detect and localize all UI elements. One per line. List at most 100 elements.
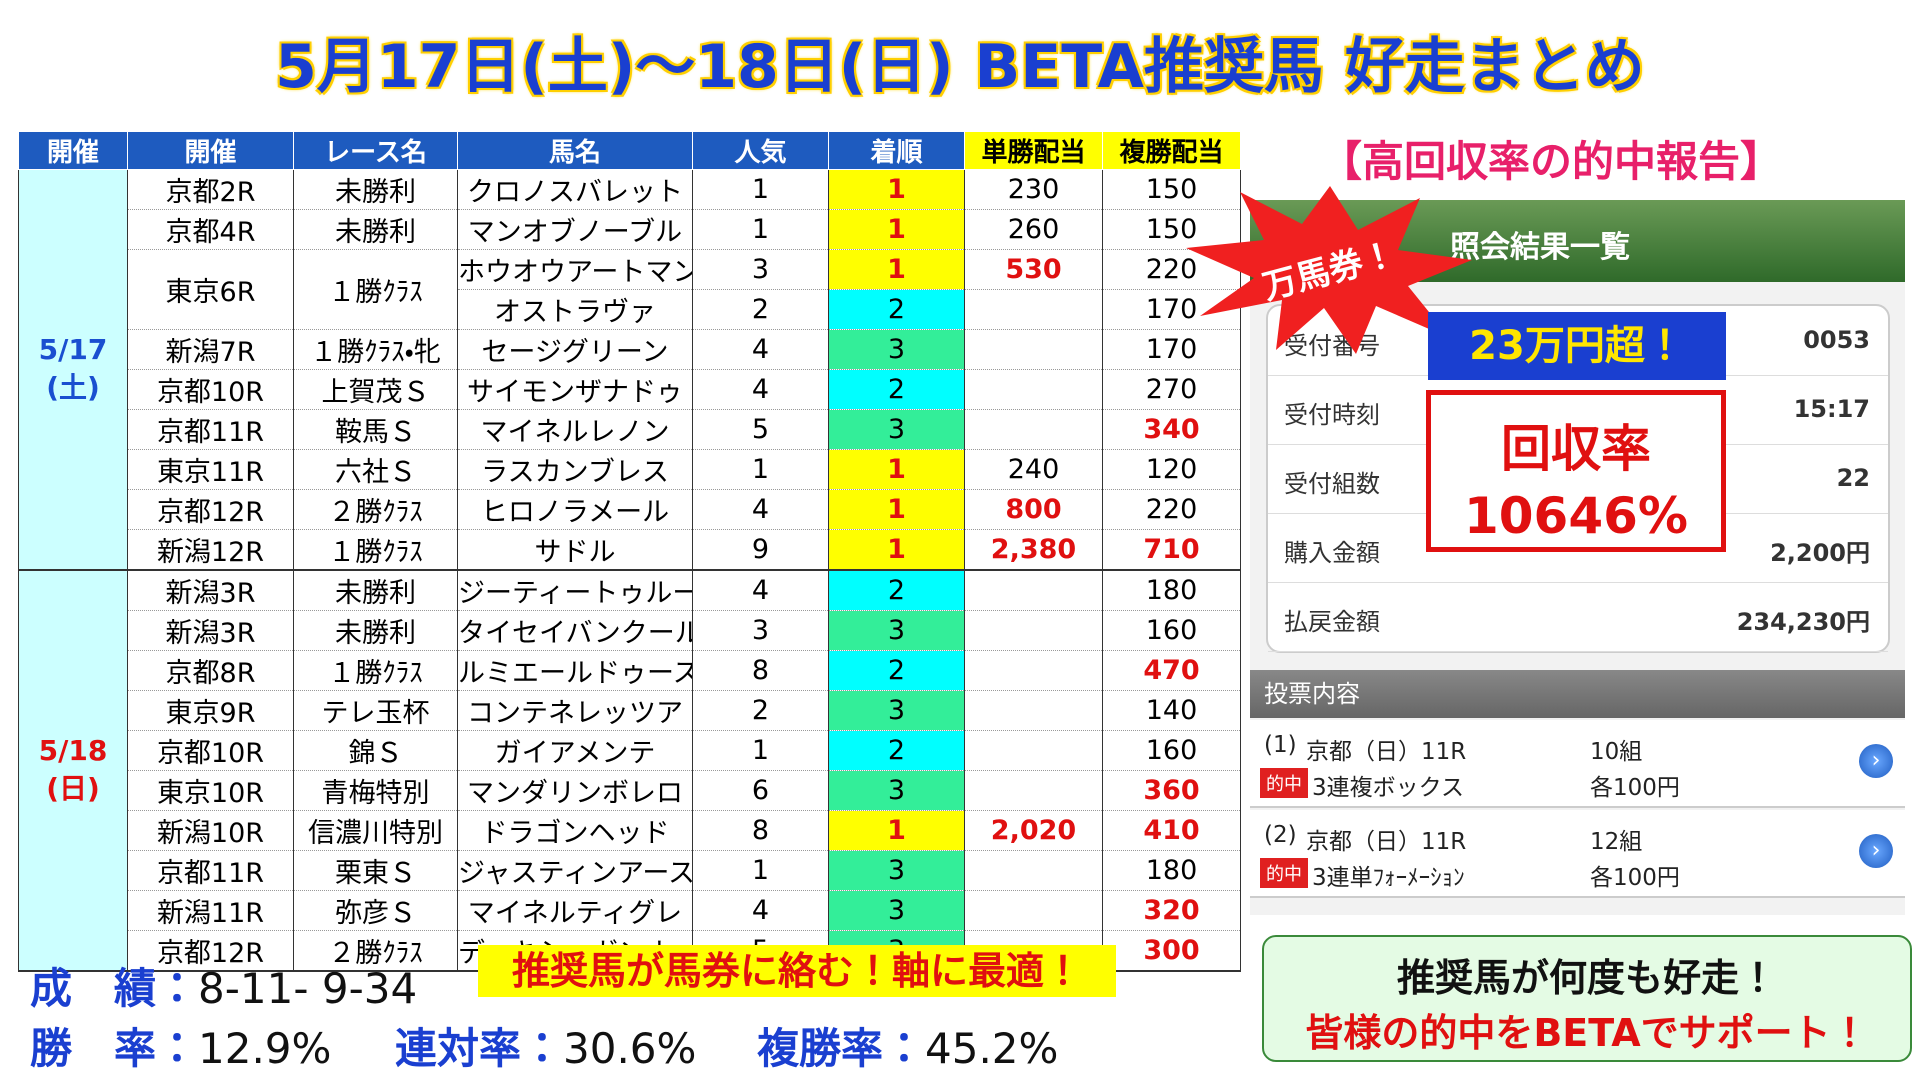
popularity-cell: 1 [692,850,829,891]
popularity-cell: 3 [692,249,829,290]
popularity-cell: 5 [692,409,829,450]
rank-cell: 1 [828,489,965,530]
rank-cell: 1 [828,169,965,210]
popularity-cell: 3 [692,610,829,651]
field-key: 受付組数 [1284,470,1380,498]
popularity-cell: 1 [692,209,829,250]
date: 5/18 [38,734,108,767]
race-name-cell: １勝ｸﾗｽ [293,249,458,330]
rank-cell: 1 [828,249,965,290]
bet-race: 京都（日）11R [1306,739,1467,765]
field-row: 受付組数 22 [1268,444,1888,514]
race-name-cell: ２勝ｸﾗｽ [293,489,458,530]
horse-cell: ガイアメンテ [457,730,693,771]
field-key: 受付時刻 [1284,401,1380,429]
win-payout-cell: 240 [964,449,1103,490]
win-payout-cell: 530 [964,249,1103,290]
detail-button[interactable]: › [1859,744,1893,778]
column-header: 開催 [18,131,128,170]
rank-cell: 3 [828,409,965,450]
popularity-cell: 9 [692,529,829,571]
rank-cell: 3 [828,610,965,651]
column-header: 開催 [127,131,294,170]
venue-cell: 新潟11R [127,890,294,931]
rank-cell: 2 [828,369,965,410]
field-key: 購入金額 [1284,539,1380,567]
rank-cell: 1 [828,529,965,571]
place-payout-cell: 340 [1102,409,1241,450]
report-heading: 【高回収率の的中報告】 [1320,137,1783,186]
table-row: 新潟10R 信濃川特別 ドラゴンヘッド 8 1 2,020 410 [19,810,1241,851]
date-cell: 5/17 (土) [18,169,128,571]
horse-cell: タイセイバンクール [457,610,693,651]
table-row: 新潟11R 弥彦Ｓ マイネルティグレ 4 3 320 [19,890,1241,931]
horse-cell: ジーティートゥルー [457,570,693,611]
place-payout-cell: 360 [1102,770,1241,811]
win-value: 12.9% [198,1024,332,1073]
bet-badge: 的中 [1260,858,1308,888]
bet-count: 10組 [1590,739,1643,765]
place-payout-cell: 470 [1102,650,1241,691]
venue-cell: 新潟3R [127,570,294,611]
table-row: オストラヴァ 2 2 170 [19,289,1241,330]
win-payout-cell: 800 [964,489,1103,530]
race-name-cell: 上賀茂Ｓ [293,369,458,410]
record-value: 8-11- 9-34 [198,964,418,1013]
horse-cell: ホウオウアートマン [457,249,693,290]
table-row: 京都10R 上賀茂Ｓ サイモンザナドゥ 4 2 270 [19,369,1241,410]
day: (土) [46,371,100,404]
table-row: 京都4R 未勝利 マンオブノーブル 1 1 260 150 [19,209,1241,250]
win-payout-cell [964,289,1103,330]
table-row: 新潟12R １勝ｸﾗｽ サドル 9 1 2,380 710 [19,529,1241,571]
detail-button[interactable]: › [1859,834,1893,868]
venue-cell: 東京9R [127,690,294,731]
race-name-cell: ２勝ｸﾗｽ [293,930,458,972]
venue-cell: 京都10R [127,369,294,410]
win-label: 勝 率： [30,1024,199,1073]
venue-cell: 新潟7R [127,329,294,370]
win-payout-cell: 2,020 [964,810,1103,851]
header-row: 開催 開催 レース名 馬名 人気 着順 単勝配当 複勝配当 [18,131,1241,170]
horse-cell: ドラゴンヘッド [457,810,693,851]
popularity-cell: 4 [692,570,829,611]
horse-cell: サイモンザナドゥ [457,369,693,410]
win-payout-cell: 260 [964,209,1103,250]
results-table: 開催 開催 レース名 馬名 人気 着順 単勝配当 複勝配当 5/17 (土) 京都2R 未勝利 クロノス… [18,131,1241,972]
rank-cell: 2 [828,730,965,771]
win-payout-cell [964,770,1103,811]
race-name-cell: 鞍馬Ｓ [293,409,458,450]
field-value: 2,200円 [1770,539,1870,567]
column-header: 人気 [692,131,829,170]
rank-cell: 3 [828,690,965,731]
place-payout-cell: 150 [1102,169,1241,210]
horse-cell: ラスカンブレス [457,449,693,490]
horse-cell: マイネルレノン [457,409,693,450]
place-payout-cell: 170 [1102,329,1241,370]
bet-count: 12組 [1590,829,1643,855]
horse-cell: ヒロノラメール [457,489,693,530]
field-value: 0053 [1803,326,1870,354]
place-payout-cell: 300 [1102,930,1241,972]
field-row: 購入金額 2,200円 [1268,513,1888,583]
race-name-cell: 弥彦Ｓ [293,890,458,931]
banner: 推奨馬が馬券に絡む！軸に最適！ [478,945,1116,997]
venue-cell: 京都8R [127,650,294,691]
horse-cell: ルミエールドゥース [457,650,693,691]
column-header: 複勝配当 [1102,131,1241,170]
footer-line2: 皆様の的中をBETAでサポート！ [1305,1011,1869,1055]
rank-cell: 3 [828,890,965,931]
record-line: 成 績：8-11- 9-34 [30,955,417,1016]
table-row: 京都10R 錦Ｓ ガイアメンテ 1 2 160 [19,730,1241,771]
venue-cell: 東京11R [127,449,294,490]
page-title: 5月17日(土)～18日(日) BETA推奨馬 好走まとめ [275,32,1645,102]
horse-cell: ジャスティンアース [457,850,693,891]
rank-cell: 3 [828,329,965,370]
rate-label: 回収率 [1501,420,1651,478]
race-name-cell: 栗東Ｓ [293,850,458,891]
race-name-cell: １勝ｸﾗｽ [293,529,458,571]
rank-cell: 1 [828,810,965,851]
quinella-value: 30.6% [563,1024,697,1073]
table-row: 新潟7R １勝ｸﾗｽ・牝 セージグリーン 4 3 170 [19,329,1241,370]
